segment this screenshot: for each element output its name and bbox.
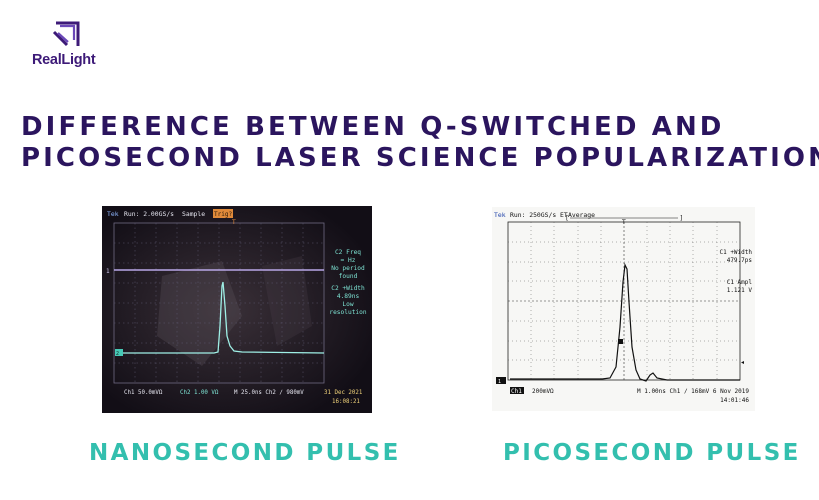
nanosecond-caption: NANOSECOND PULSE: [89, 440, 401, 466]
left-meas-1-line-3: No period: [331, 265, 365, 272]
left-scope-trig: Trig?: [214, 211, 232, 218]
left-meas-1-line-4: found: [339, 273, 358, 280]
svg-text:T: T: [621, 219, 626, 226]
brand-name: RealLight: [32, 52, 96, 68]
svg-text:]: ]: [680, 215, 682, 222]
brand-logo: RealLight: [30, 20, 110, 72]
reallight-logo-icon: [52, 21, 80, 47]
left-meas-2-line-1: C2 +Width: [331, 285, 365, 292]
svg-text:◂: ◂: [741, 359, 744, 366]
left-footer-ch1: Ch1 50.0mVΩ: [124, 390, 163, 396]
right-footer-clock: 14:01:46: [720, 397, 749, 404]
right-footer-volts: 200mVΩ: [532, 388, 554, 395]
left-scope-tek: Tek: [107, 210, 119, 218]
picosecond-caption: PICOSECOND PULSE: [503, 440, 801, 466]
nanosecond-scope-image: 1 2 Tek Run: 2.00GS/s Sample Trig? T C2 …: [102, 206, 372, 413]
left-footer-clock: 16:08:21: [332, 399, 360, 405]
left-scope-run: Run: 2.00GS/s: [124, 210, 174, 218]
right-meas-2-line-1: C1 Ampl: [727, 279, 753, 286]
right-scope-mode: Average: [568, 211, 595, 219]
left-scope-mode: Sample: [182, 210, 205, 218]
svg-text:[: [: [566, 215, 568, 222]
svg-text:1: 1: [498, 379, 501, 385]
title-line-2: PICOSECOND LASER SCIENCE POPULARIZATION: [21, 143, 819, 173]
svg-text:2: 2: [116, 351, 119, 357]
left-footer-time: M 25.0ns Ch2 ∕ 980mV: [234, 389, 304, 396]
right-scope-tek: Tek: [494, 211, 506, 219]
page-title: DIFFERENCE BETWEEN Q-SWITCHED AND PICOSE…: [21, 112, 819, 174]
left-meas-1-line-1: C2 Freq: [335, 249, 361, 256]
right-meas-2-line-2: 1.121 V: [727, 287, 753, 294]
left-meas-1-line-2: = Hz: [341, 257, 356, 264]
right-footer-date: 6 Nov 2019: [713, 388, 750, 395]
picosecond-scope-image: 1 ◂ Tek Run: 250GS/s ET Average [ ] T C1…: [492, 207, 755, 411]
left-meas-2-line-2: 4.89ns: [337, 293, 360, 300]
title-line-1: DIFFERENCE BETWEEN Q-SWITCHED AND: [21, 112, 725, 142]
svg-text:1: 1: [106, 268, 110, 275]
right-scope-run: Run: 250GS/s ET: [510, 211, 568, 219]
svg-text:T: T: [231, 219, 236, 226]
left-meas-2-line-3: Low: [342, 301, 353, 308]
right-footer-time: M 1.00ns Ch1 ∕ 168mV: [637, 388, 710, 395]
right-meas-1-line-1: C1 +Width: [719, 249, 752, 256]
left-footer-ch2: Ch2 1.00 VΩ: [180, 390, 219, 396]
right-footer-ch1: Ch1: [511, 388, 522, 395]
left-meas-2-line-4: resolution: [329, 309, 367, 316]
left-footer-date: 31 Dec 2021: [324, 390, 363, 396]
right-meas-1-line-2: 479.7ps: [727, 257, 753, 264]
